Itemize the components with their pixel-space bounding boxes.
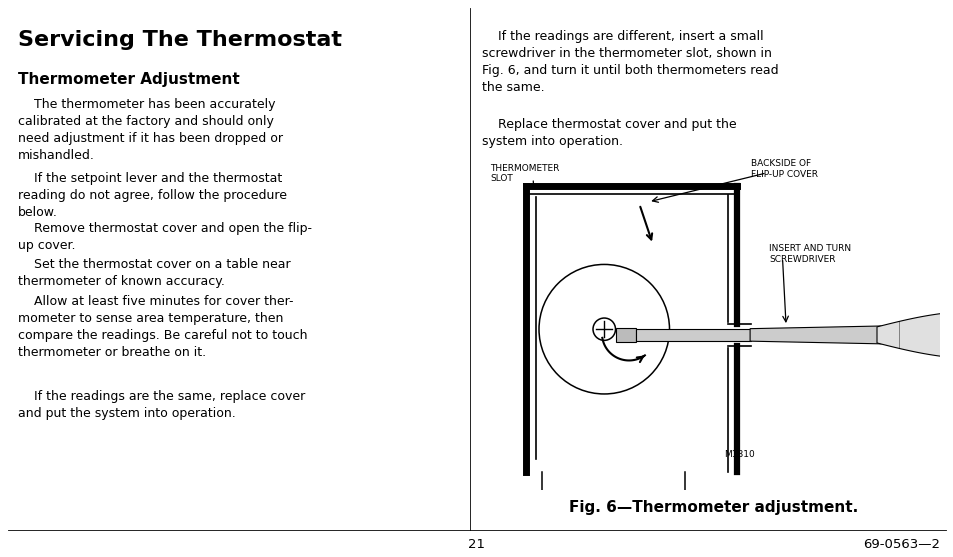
Text: THERMOMETER
SLOT: THERMOMETER SLOT bbox=[490, 164, 558, 183]
Text: Thermometer Adjustment: Thermometer Adjustment bbox=[18, 72, 239, 87]
Text: Fig. 6—Thermometer adjustment.: Fig. 6—Thermometer adjustment. bbox=[569, 500, 858, 515]
Text: Remove thermostat cover and open the flip-
up cover.: Remove thermostat cover and open the fli… bbox=[18, 222, 312, 252]
Text: Allow at least five minutes for cover ther-
mometer to sense area temperature, t: Allow at least five minutes for cover th… bbox=[18, 295, 307, 359]
Polygon shape bbox=[749, 326, 881, 344]
Text: Replace thermostat cover and put the
system into operation.: Replace thermostat cover and put the sys… bbox=[481, 118, 736, 148]
Text: Servicing The Thermostat: Servicing The Thermostat bbox=[18, 30, 341, 50]
Polygon shape bbox=[876, 307, 953, 362]
Text: Set the thermostat cover on a table near
thermometer of known accuracy.: Set the thermostat cover on a table near… bbox=[18, 258, 291, 288]
Text: If the setpoint lever and the thermostat
reading do not agree, follow the proced: If the setpoint lever and the thermostat… bbox=[18, 172, 287, 219]
Text: If the readings are different, insert a small
screwdriver in the thermometer slo: If the readings are different, insert a … bbox=[481, 30, 778, 94]
Text: 69-0563—2: 69-0563—2 bbox=[862, 539, 939, 551]
Text: 21: 21 bbox=[468, 539, 485, 551]
Polygon shape bbox=[635, 329, 750, 341]
Polygon shape bbox=[615, 328, 635, 342]
Text: BACKSIDE OF
FLIP-UP COVER: BACKSIDE OF FLIP-UP COVER bbox=[750, 159, 817, 179]
Text: If the readings are the same, replace cover
and put the system into operation.: If the readings are the same, replace co… bbox=[18, 390, 305, 420]
Text: The thermometer has been accurately
calibrated at the factory and should only
ne: The thermometer has been accurately cali… bbox=[18, 98, 283, 162]
Text: M1810: M1810 bbox=[723, 450, 754, 459]
Text: INSERT AND TURN
SCREWDRIVER: INSERT AND TURN SCREWDRIVER bbox=[768, 245, 850, 263]
